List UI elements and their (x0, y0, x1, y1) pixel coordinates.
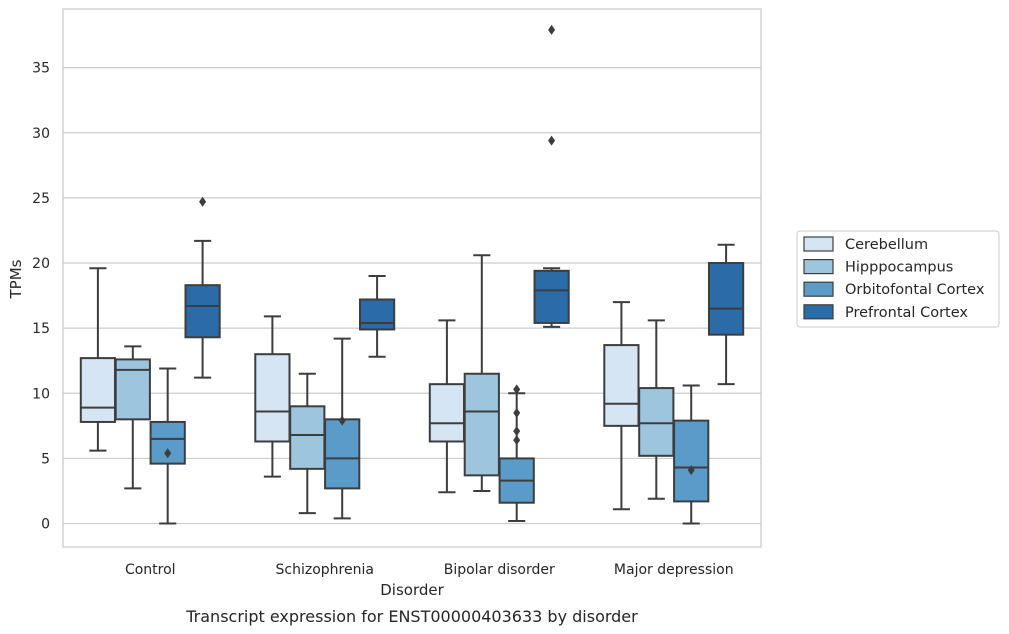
x-tick-label-schizophrenia: Schizophrenia (276, 562, 374, 578)
x-tick-label-bipolar-disorder: Bipolar disorder (444, 562, 555, 578)
legend-swatch-prefrontal-cortex (803, 304, 834, 320)
x-axis-ticks: Control Schizophrenia Bipolar disorder Majo… (125, 562, 734, 578)
outlier-point-0 (548, 24, 556, 35)
plot-frame (62, 8, 762, 548)
box-orbitofontal-cortex-bipolar-disorder (498, 384, 535, 522)
box-iqr (673, 419, 710, 503)
legend-frame (796, 230, 1000, 328)
box-orbitofontal-cortex-control (149, 367, 186, 525)
boxes (79, 24, 745, 525)
box-prefrontal-cortex-schizophrenia (358, 275, 396, 358)
outlier-point-0 (687, 465, 695, 476)
box-iqr (289, 405, 326, 470)
box-iqr (638, 387, 675, 457)
box-prefrontal-cortex-bipolar-disorder (533, 24, 570, 328)
box-orbitofontal-cortex-major-depression (673, 384, 710, 525)
box-iqr (707, 262, 745, 336)
y-tick-label-20: 20 (32, 256, 50, 272)
y-tick-label-0: 0 (41, 517, 50, 533)
outlier-point-1 (513, 407, 521, 418)
legend-swatch-orbitofontal-cortex (803, 281, 834, 297)
legend: Cerebellum Hipppocampus Orbitofontal Corte… (796, 230, 1000, 328)
box-prefrontal-cortex-major-depression (707, 243, 745, 386)
box-cerebellum-bipolar-disorder (428, 319, 466, 494)
y-axis-ticks: 0 5 10 15 20 25 30 35 (32, 61, 50, 533)
box-iqr (114, 358, 151, 421)
box-prefrontal-cortex-control (184, 196, 221, 379)
y-tick-label-30: 30 (32, 126, 50, 142)
box-iqr (428, 383, 466, 443)
y-axis-title: TPMs (7, 259, 25, 299)
legend-label-hipppocampus: Hipppocampus (845, 260, 953, 276)
x-axis-title: Disorder (380, 581, 444, 599)
legend-label-prefrontal-cortex: Prefrontal Cortex (845, 305, 968, 321)
box-iqr (533, 269, 570, 324)
box-cerebellum-control (79, 267, 117, 452)
chart-caption: Transcript expression for ENST0000040363… (185, 607, 638, 626)
outlier-point-1 (548, 135, 556, 146)
legend-label-orbitofontal-cortex: Orbitofontal Cortex (845, 282, 985, 298)
box-iqr (184, 284, 221, 339)
box-orbitofontal-cortex-schizophrenia (324, 337, 361, 520)
legend-swatch-hipppocampus (803, 259, 834, 275)
x-tick-label-control: Control (125, 562, 176, 578)
box-hipppocampus-schizophrenia (289, 372, 326, 515)
x-tick-label-major-depression: Major depression (614, 562, 734, 578)
box-hipppocampus-major-depression (638, 319, 675, 500)
y-tick-label-5: 5 (41, 451, 50, 467)
outlier-point-0 (199, 196, 207, 207)
outlier-point-0 (338, 415, 346, 426)
y-tick-label-35: 35 (32, 61, 50, 77)
y-tick-label-25: 25 (32, 191, 50, 207)
outlier-point-0 (513, 384, 521, 395)
outlier-point-2 (513, 426, 521, 437)
legend-label-cerebellum: Cerebellum (845, 237, 928, 253)
box-hipppocampus-bipolar-disorder (463, 254, 500, 492)
y-tick-label-15: 15 (32, 321, 50, 337)
box-iqr (463, 372, 500, 477)
y-tick-label-10: 10 (32, 386, 50, 402)
box-iqr (79, 357, 117, 423)
box-cerebellum-major-depression (603, 301, 640, 511)
outlier-point-0 (164, 448, 172, 459)
box-iqr (324, 418, 361, 490)
outlier-point-3 (513, 435, 521, 446)
box-cerebellum-schizophrenia (254, 315, 291, 478)
legend-swatch-cerebellum (803, 236, 834, 252)
box-iqr (603, 344, 640, 427)
box-hipppocampus-control (114, 345, 151, 490)
box-iqr (358, 298, 396, 331)
box-iqr (254, 353, 291, 443)
